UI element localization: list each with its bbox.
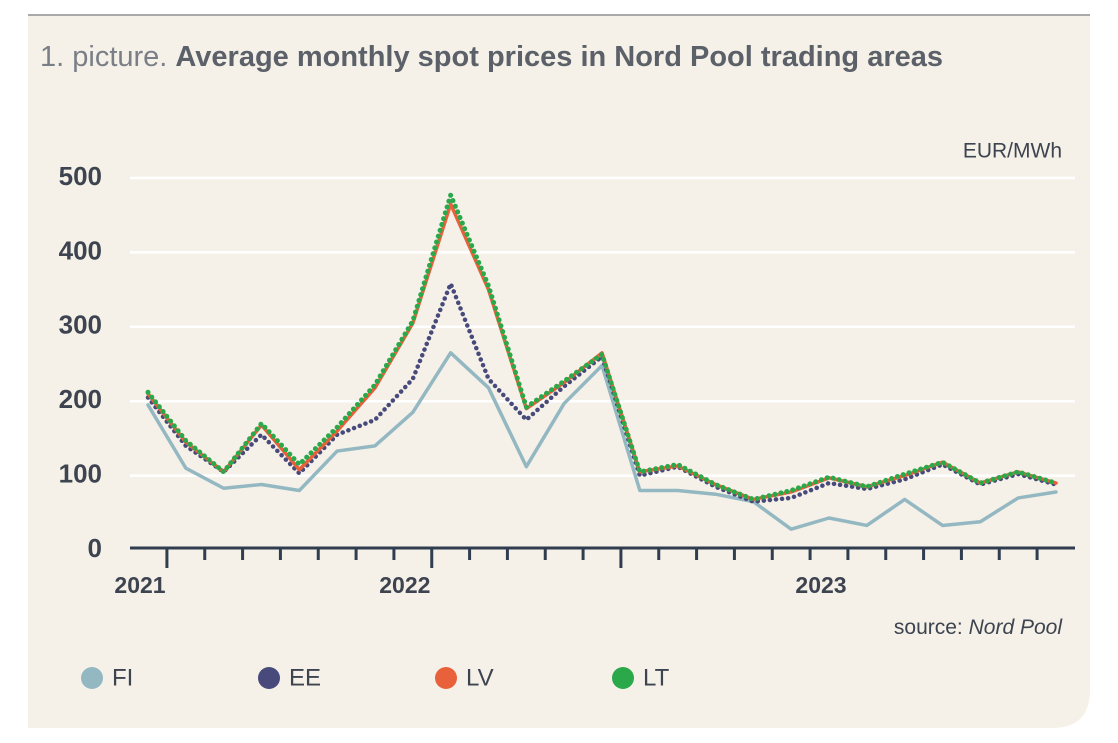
legend-marker [612,667,634,689]
series-line [146,351,1058,531]
series-line [145,192,1059,502]
legend-marker [435,667,457,689]
y-tick-label: 200 [59,384,102,414]
y-tick-label: 300 [59,310,102,340]
legend-marker [81,667,103,689]
y-tick-label: 400 [59,235,102,265]
x-tick-label: 2022 [379,572,430,598]
legend-label: LT [643,664,670,691]
y-tick-label: 0 [88,533,102,563]
x-tick-label: 2021 [114,572,165,598]
chart-title: 1. picture. Average monthly spot prices … [40,41,943,73]
title-text: Average monthly spot prices in Nord Pool… [175,41,943,73]
x-tick-label: 2023 [795,572,846,598]
y-tick-label: 100 [59,458,102,488]
legend-label: EE [289,664,321,691]
source-label: source: [894,616,963,639]
legend-label: FI [112,664,133,691]
source: source: Nord Pool [894,616,1063,639]
panel [28,15,1090,728]
source-name: Nord Pool [969,616,1064,639]
y-unit: EUR/MWh [963,140,1062,163]
title-prefix: 1. picture. [40,41,167,73]
y-tick-label: 500 [59,161,102,191]
legend-label: LV [466,664,494,691]
legend-marker [258,667,280,689]
